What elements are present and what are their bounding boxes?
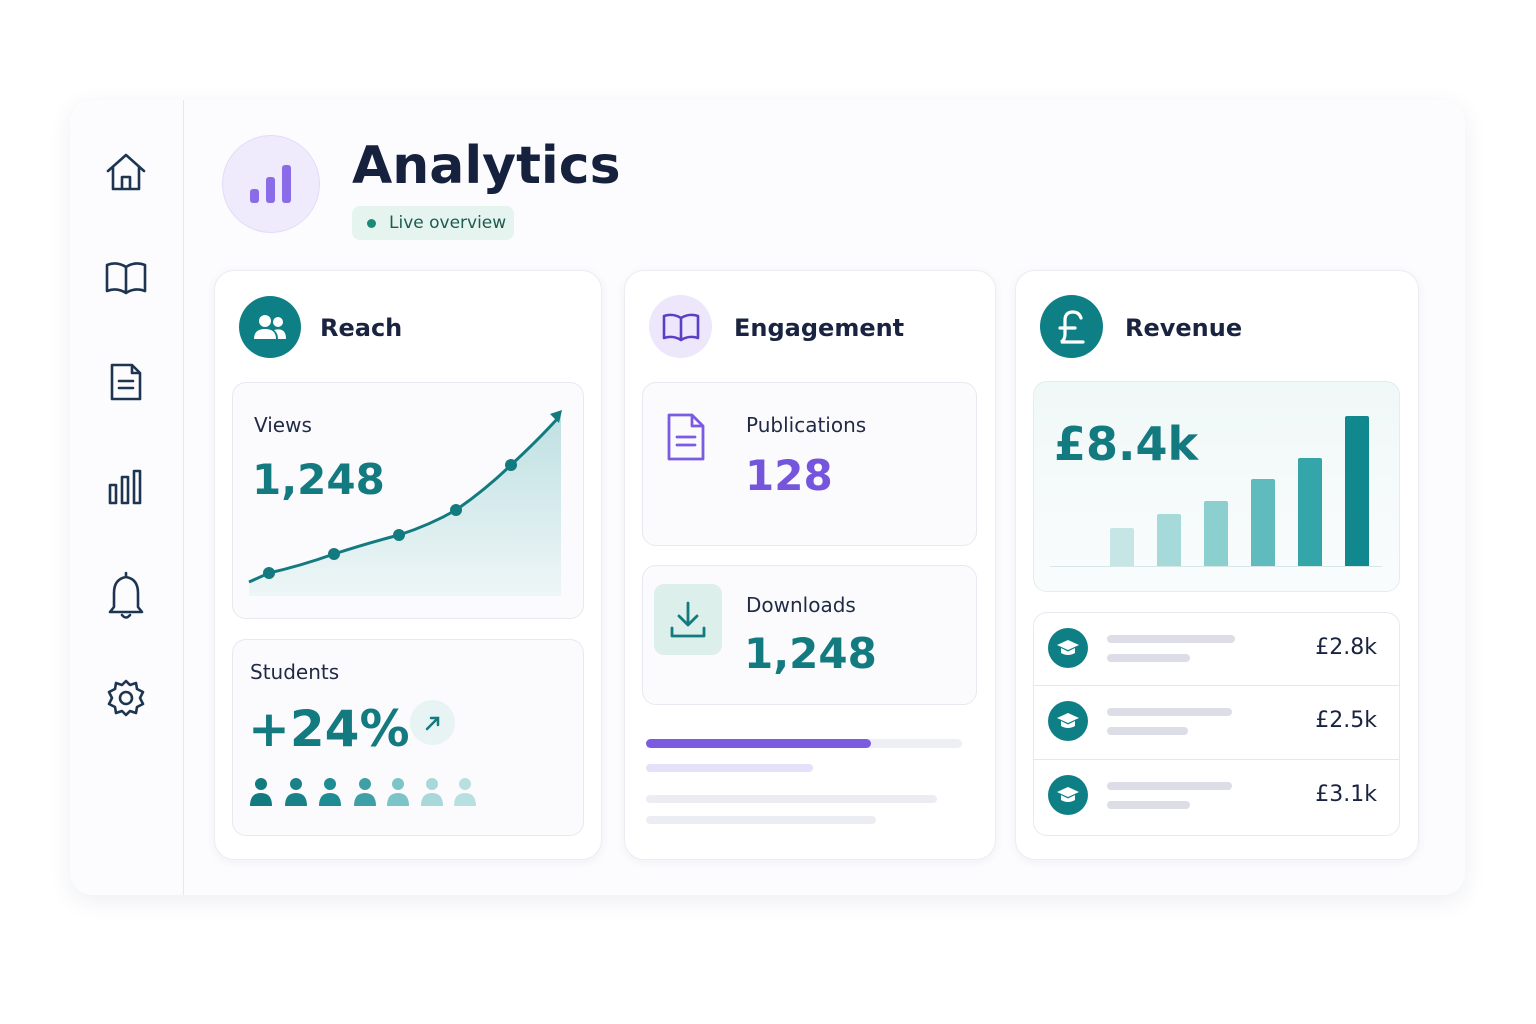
- progress-fill: [646, 739, 871, 748]
- nav-analytics[interactable]: [108, 469, 142, 505]
- revenue-amount: £3.1k: [1315, 782, 1377, 807]
- reach-icon: [239, 296, 301, 358]
- chart-baseline: [1050, 566, 1382, 567]
- download-icon-box: [654, 584, 722, 655]
- revenue-bar: [1251, 479, 1275, 566]
- trend-arrow: [550, 410, 562, 423]
- revenue-amount: £2.8k: [1315, 635, 1377, 660]
- placeholder-line: [1107, 782, 1232, 790]
- course-icon: [1048, 628, 1088, 668]
- download-icon: [670, 601, 706, 637]
- revenue-amount: £2.5k: [1315, 708, 1377, 733]
- row-divider: [1033, 685, 1399, 686]
- views-trend: [248, 410, 562, 596]
- tile-value: 128: [745, 451, 833, 500]
- arrow-icon: [425, 716, 439, 730]
- status-dot: [367, 219, 376, 228]
- placeholder-line: [646, 816, 876, 824]
- placeholder-line: [1107, 801, 1190, 809]
- engagement-icon: [649, 295, 712, 358]
- tile-label: Publications: [746, 413, 867, 437]
- revenue-bar: [1157, 514, 1181, 566]
- tile-value: 1,248: [744, 629, 877, 678]
- nav-settings[interactable]: [107, 679, 145, 717]
- students-people: [250, 778, 476, 806]
- nav-home[interactable]: [106, 153, 146, 191]
- graduation-cap: [1057, 640, 1079, 655]
- header-icon: [222, 135, 320, 233]
- placeholder-line: [646, 795, 937, 803]
- nav-library[interactable]: [105, 262, 147, 295]
- book-icon: [662, 313, 699, 341]
- bar-chart-icon: [250, 165, 291, 203]
- page-title: Analytics: [352, 136, 621, 196]
- tile-label: Students: [250, 660, 340, 684]
- placeholder-line: [1107, 654, 1190, 662]
- revenue-bar: [1110, 528, 1134, 566]
- card-title: Reach: [320, 314, 403, 342]
- graduation-cap: [1057, 713, 1079, 728]
- tile-value: +24%: [248, 700, 410, 758]
- graduation-cap: [1057, 787, 1079, 802]
- card-title: Revenue: [1125, 314, 1243, 342]
- revenue-bar: [1204, 501, 1228, 566]
- nav-notifications[interactable]: [108, 571, 144, 619]
- revenue-total: £8.4k: [1054, 417, 1199, 471]
- revenue-list: [1033, 612, 1400, 836]
- publications-tile: [642, 382, 977, 546]
- people-icon: [254, 315, 286, 339]
- course-icon: [1048, 701, 1088, 741]
- tile-label: Views: [254, 413, 312, 437]
- tile-label: Downloads: [746, 593, 856, 617]
- placeholder-line: [1107, 727, 1188, 735]
- placeholder-line: [646, 764, 813, 772]
- revenue-icon: [1040, 295, 1103, 358]
- revenue-bar: [1298, 458, 1322, 566]
- sidebar-divider: [183, 100, 184, 895]
- trend-line: [248, 416, 560, 584]
- tile-value: 1,248: [252, 455, 385, 504]
- course-icon: [1048, 775, 1088, 815]
- document-icon: [667, 413, 705, 461]
- nav-documents[interactable]: [110, 363, 142, 401]
- placeholder-line: [1107, 708, 1232, 716]
- status-text: Live overview: [389, 213, 507, 233]
- status-badge: Live overview: [352, 206, 514, 240]
- pound-icon: [1057, 309, 1085, 344]
- trend-area: [249, 414, 561, 596]
- growth-icon: [410, 700, 455, 745]
- row-divider: [1033, 759, 1399, 760]
- trend-points: [263, 459, 517, 579]
- card-title: Engagement: [734, 314, 905, 342]
- revenue-bar: [1345, 416, 1369, 566]
- placeholder-line: [1107, 635, 1235, 643]
- sidebar-nav: [105, 153, 147, 717]
